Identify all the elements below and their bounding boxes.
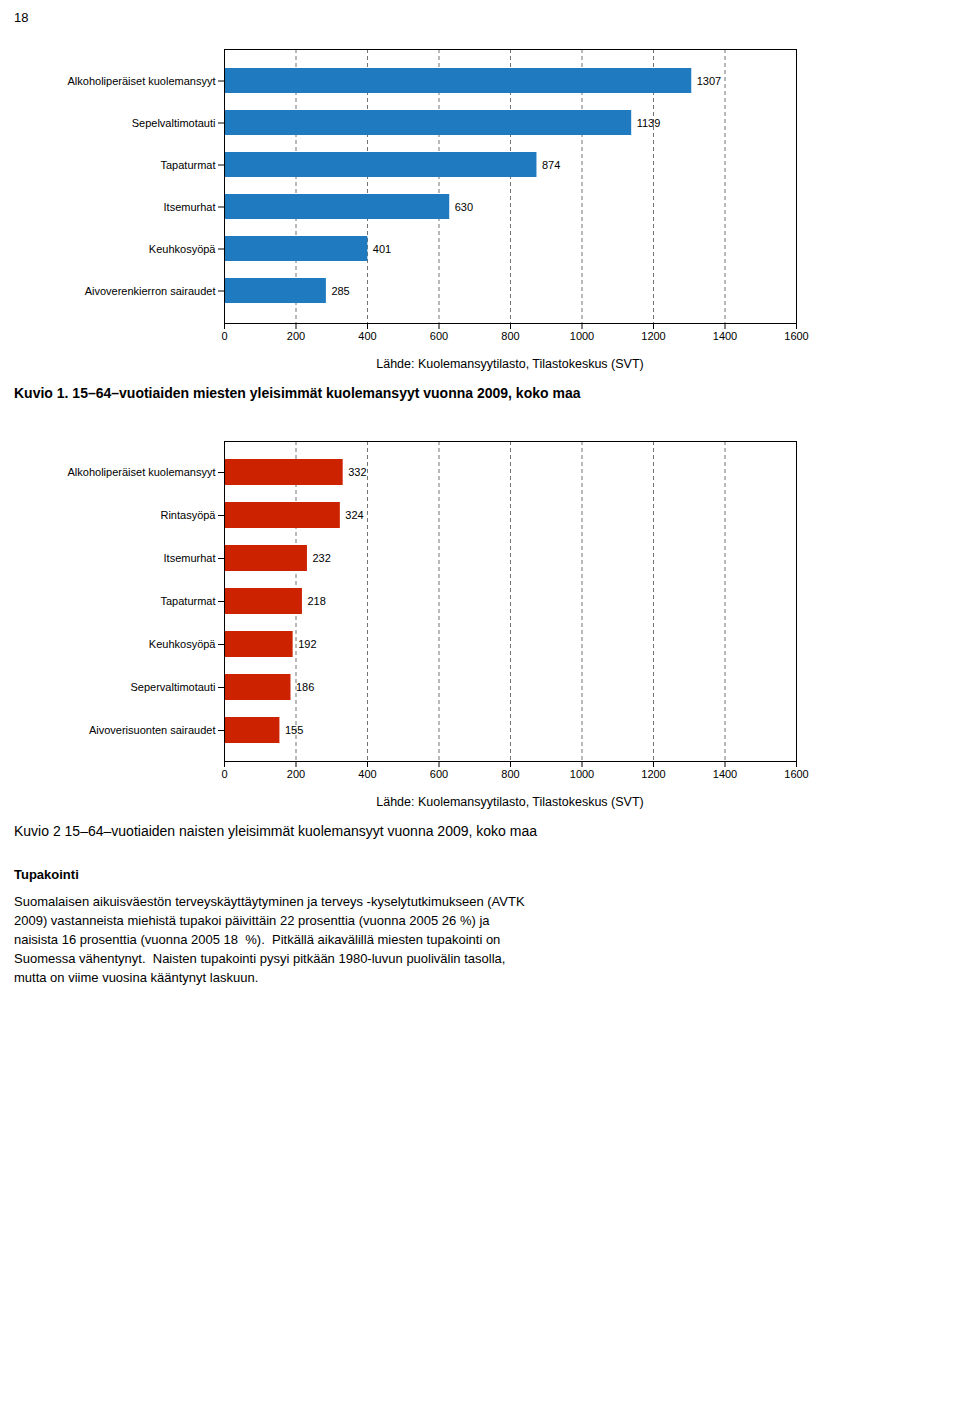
svg-text:Keuhkosyöpä: Keuhkosyöpä [149, 243, 217, 255]
svg-text:Sepelvaltimotauti: Sepelvaltimotauti [132, 117, 216, 129]
svg-text:1200: 1200 [641, 768, 665, 780]
svg-text:600: 600 [430, 768, 448, 780]
svg-text:200: 200 [287, 330, 305, 342]
svg-text:192: 192 [298, 638, 316, 650]
svg-text:155: 155 [285, 724, 303, 736]
html-text:Suomalaisen aikuisväestön terv: Suomalaisen aikuisväestön terveyskäyttäy… [14, 894, 525, 909]
svg-text:1200: 1200 [641, 330, 665, 342]
html-text:Kuvio 1. 15–64–vuotiaiden mies: Kuvio 1. 15–64–vuotiaiden miesten yleisi… [14, 385, 581, 401]
svg-text:Keuhkosyöpä: Keuhkosyöpä [149, 638, 217, 650]
svg-text:1600: 1600 [784, 330, 808, 342]
html-text:Suomessa vähentynyt. Naisten t: Suomessa vähentynyt. Naisten tupakointi … [14, 951, 506, 966]
svg-text:1000: 1000 [570, 768, 594, 780]
svg-text:1400: 1400 [713, 768, 737, 780]
svg-text:Itsemurhat: Itsemurhat [164, 201, 216, 213]
svg-text:0: 0 [221, 768, 227, 780]
svg-text:630: 630 [455, 201, 473, 213]
svg-text:1600: 1600 [784, 768, 808, 780]
svg-text:1000: 1000 [570, 330, 594, 342]
svg-text:332: 332 [348, 466, 366, 478]
svg-text:186: 186 [296, 681, 314, 693]
svg-text:Rintasyöpä: Rintasyöpä [160, 509, 216, 521]
svg-text:600: 600 [430, 330, 448, 342]
svg-text:Aivoverisuonten sairaudet: Aivoverisuonten sairaudet [89, 724, 216, 736]
svg-text:0: 0 [221, 330, 227, 342]
html-text:Lähde: Kuolemansyytilasto, Til: Lähde: Kuolemansyytilasto, Tilastokeskus… [376, 795, 644, 809]
svg-text:1400: 1400 [713, 330, 737, 342]
svg-text:218: 218 [307, 595, 325, 607]
svg-text:Tapaturmat: Tapaturmat [160, 159, 215, 171]
svg-text:400: 400 [358, 768, 376, 780]
svg-text:Sepervaltimotauti: Sepervaltimotauti [131, 681, 216, 693]
svg-text:Alkoholiperäiset kuolemansyyt: Alkoholiperäiset kuolemansyyt [68, 75, 216, 87]
html-text:Lähde: Kuolemansyytilasto, Til: Lähde: Kuolemansyytilasto, Tilastokeskus… [376, 357, 644, 371]
svg-text:1307: 1307 [697, 75, 721, 87]
svg-text:Tapaturmat: Tapaturmat [160, 595, 215, 607]
svg-text:200: 200 [287, 768, 305, 780]
svg-text:800: 800 [501, 768, 519, 780]
svg-text:401: 401 [373, 243, 391, 255]
svg-text:800: 800 [501, 330, 519, 342]
svg-text:Alkoholiperäiset kuolemansyyt: Alkoholiperäiset kuolemansyyt [68, 466, 216, 478]
html-text:2009) vastanneista miehistä tu: 2009) vastanneista miehistä tupakoi päiv… [14, 913, 490, 928]
html-text:naisista 16 prosenttia (vuonna: naisista 16 prosenttia (vuonna 2005 18 %… [14, 932, 501, 947]
svg-text:Itsemurhat: Itsemurhat [164, 552, 216, 564]
svg-text:874: 874 [542, 159, 560, 171]
svg-text:285: 285 [331, 285, 349, 297]
svg-text:400: 400 [358, 330, 376, 342]
html-text:Tupakointi: Tupakointi [14, 867, 79, 882]
svg-text:Aivoverenkierron sairaudet: Aivoverenkierron sairaudet [85, 285, 216, 297]
html-text:18: 18 [14, 10, 29, 25]
svg-text:232: 232 [312, 552, 330, 564]
svg-text:324: 324 [345, 509, 363, 521]
html-text:Kuvio 2 15–64–vuotiaiden naist: Kuvio 2 15–64–vuotiaiden naisten yleisim… [14, 823, 537, 839]
html-text:mutta on viime vuosina kääntyn: mutta on viime vuosina kääntynyt laskuun… [14, 970, 259, 985]
svg-text:1139: 1139 [637, 117, 661, 129]
